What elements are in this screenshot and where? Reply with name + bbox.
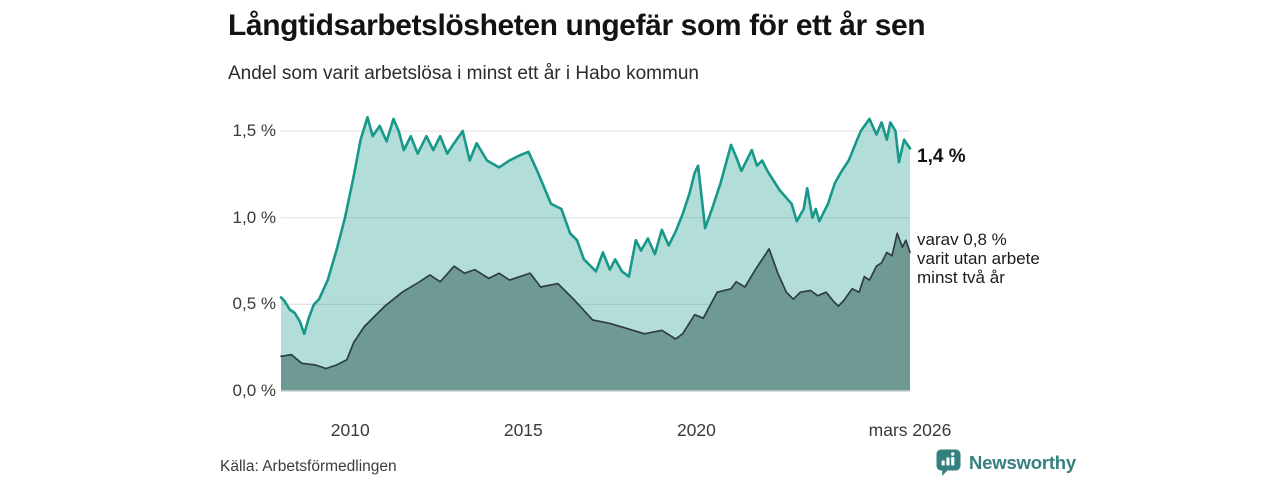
newsworthy-logo-icon [936, 449, 961, 476]
end-value-label-total: 1,4 % [917, 146, 966, 168]
y-axis-tick-label: 1,0 % [232, 207, 276, 227]
newsworthy-logo-text: Newsworthy [969, 452, 1076, 473]
y-axis-tick-label: 0,0 % [232, 381, 276, 400]
y-axis-tick-label: 0,5 % [232, 294, 276, 314]
chart-subtitle: Andel som varit arbetslösa i minst ett å… [228, 63, 699, 84]
source-note: Källa: Arbetsförmedlingen [220, 458, 397, 475]
end-value-label-dark-line: minst två år [917, 268, 1005, 288]
x-axis-tick-label: mars 2026 [868, 420, 952, 440]
x-axis-tick-label: 2020 [676, 420, 716, 440]
x-axis-tick-label: 2015 [503, 420, 543, 440]
end-value-label-dark: varav 0,8 % varit utan arbete minst två … [917, 230, 1040, 287]
chart-title: Långtidsarbetslösheten ungefär som för e… [228, 9, 926, 42]
y-axis-tick-label: 1,5 % [232, 121, 276, 141]
end-value-label-dark-line: varit utan arbete [917, 249, 1040, 269]
x-axis-tick-label: 2010 [330, 420, 370, 440]
end-value-label-dark-line: varav 0,8 % [917, 230, 1007, 250]
newsworthy-logo[interactable]: Newsworthy [936, 449, 1076, 477]
